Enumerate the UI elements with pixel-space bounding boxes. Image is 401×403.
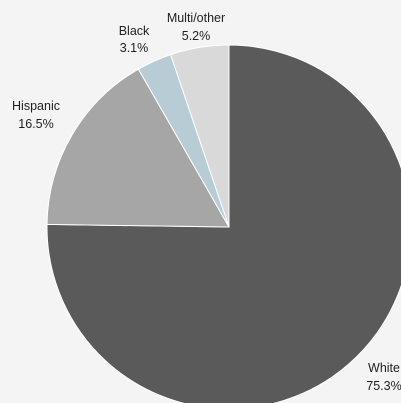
pie-slices: [46, 44, 401, 403]
slice-value-hispanic: 16.5%: [18, 117, 53, 131]
slice-value-black: 3.1%: [120, 41, 149, 55]
pie-slice-multi-other: [170, 44, 230, 228]
pie-labels: White 75.3% Hispanic 16.5% Black 3.1% Mu…: [12, 11, 401, 393]
slice-label-black: Black: [119, 24, 150, 38]
pie-slice-hispanic: [46, 68, 230, 228]
pie-slice-white: [46, 44, 401, 403]
slice-label-white: White: [368, 361, 400, 375]
slice-label-multi-other: Multi/other: [167, 11, 225, 25]
slice-value-multi-other: 5.2%: [182, 29, 211, 43]
slice-value-white: 75.3%: [366, 379, 401, 393]
slice-label-hispanic: Hispanic: [12, 99, 60, 113]
